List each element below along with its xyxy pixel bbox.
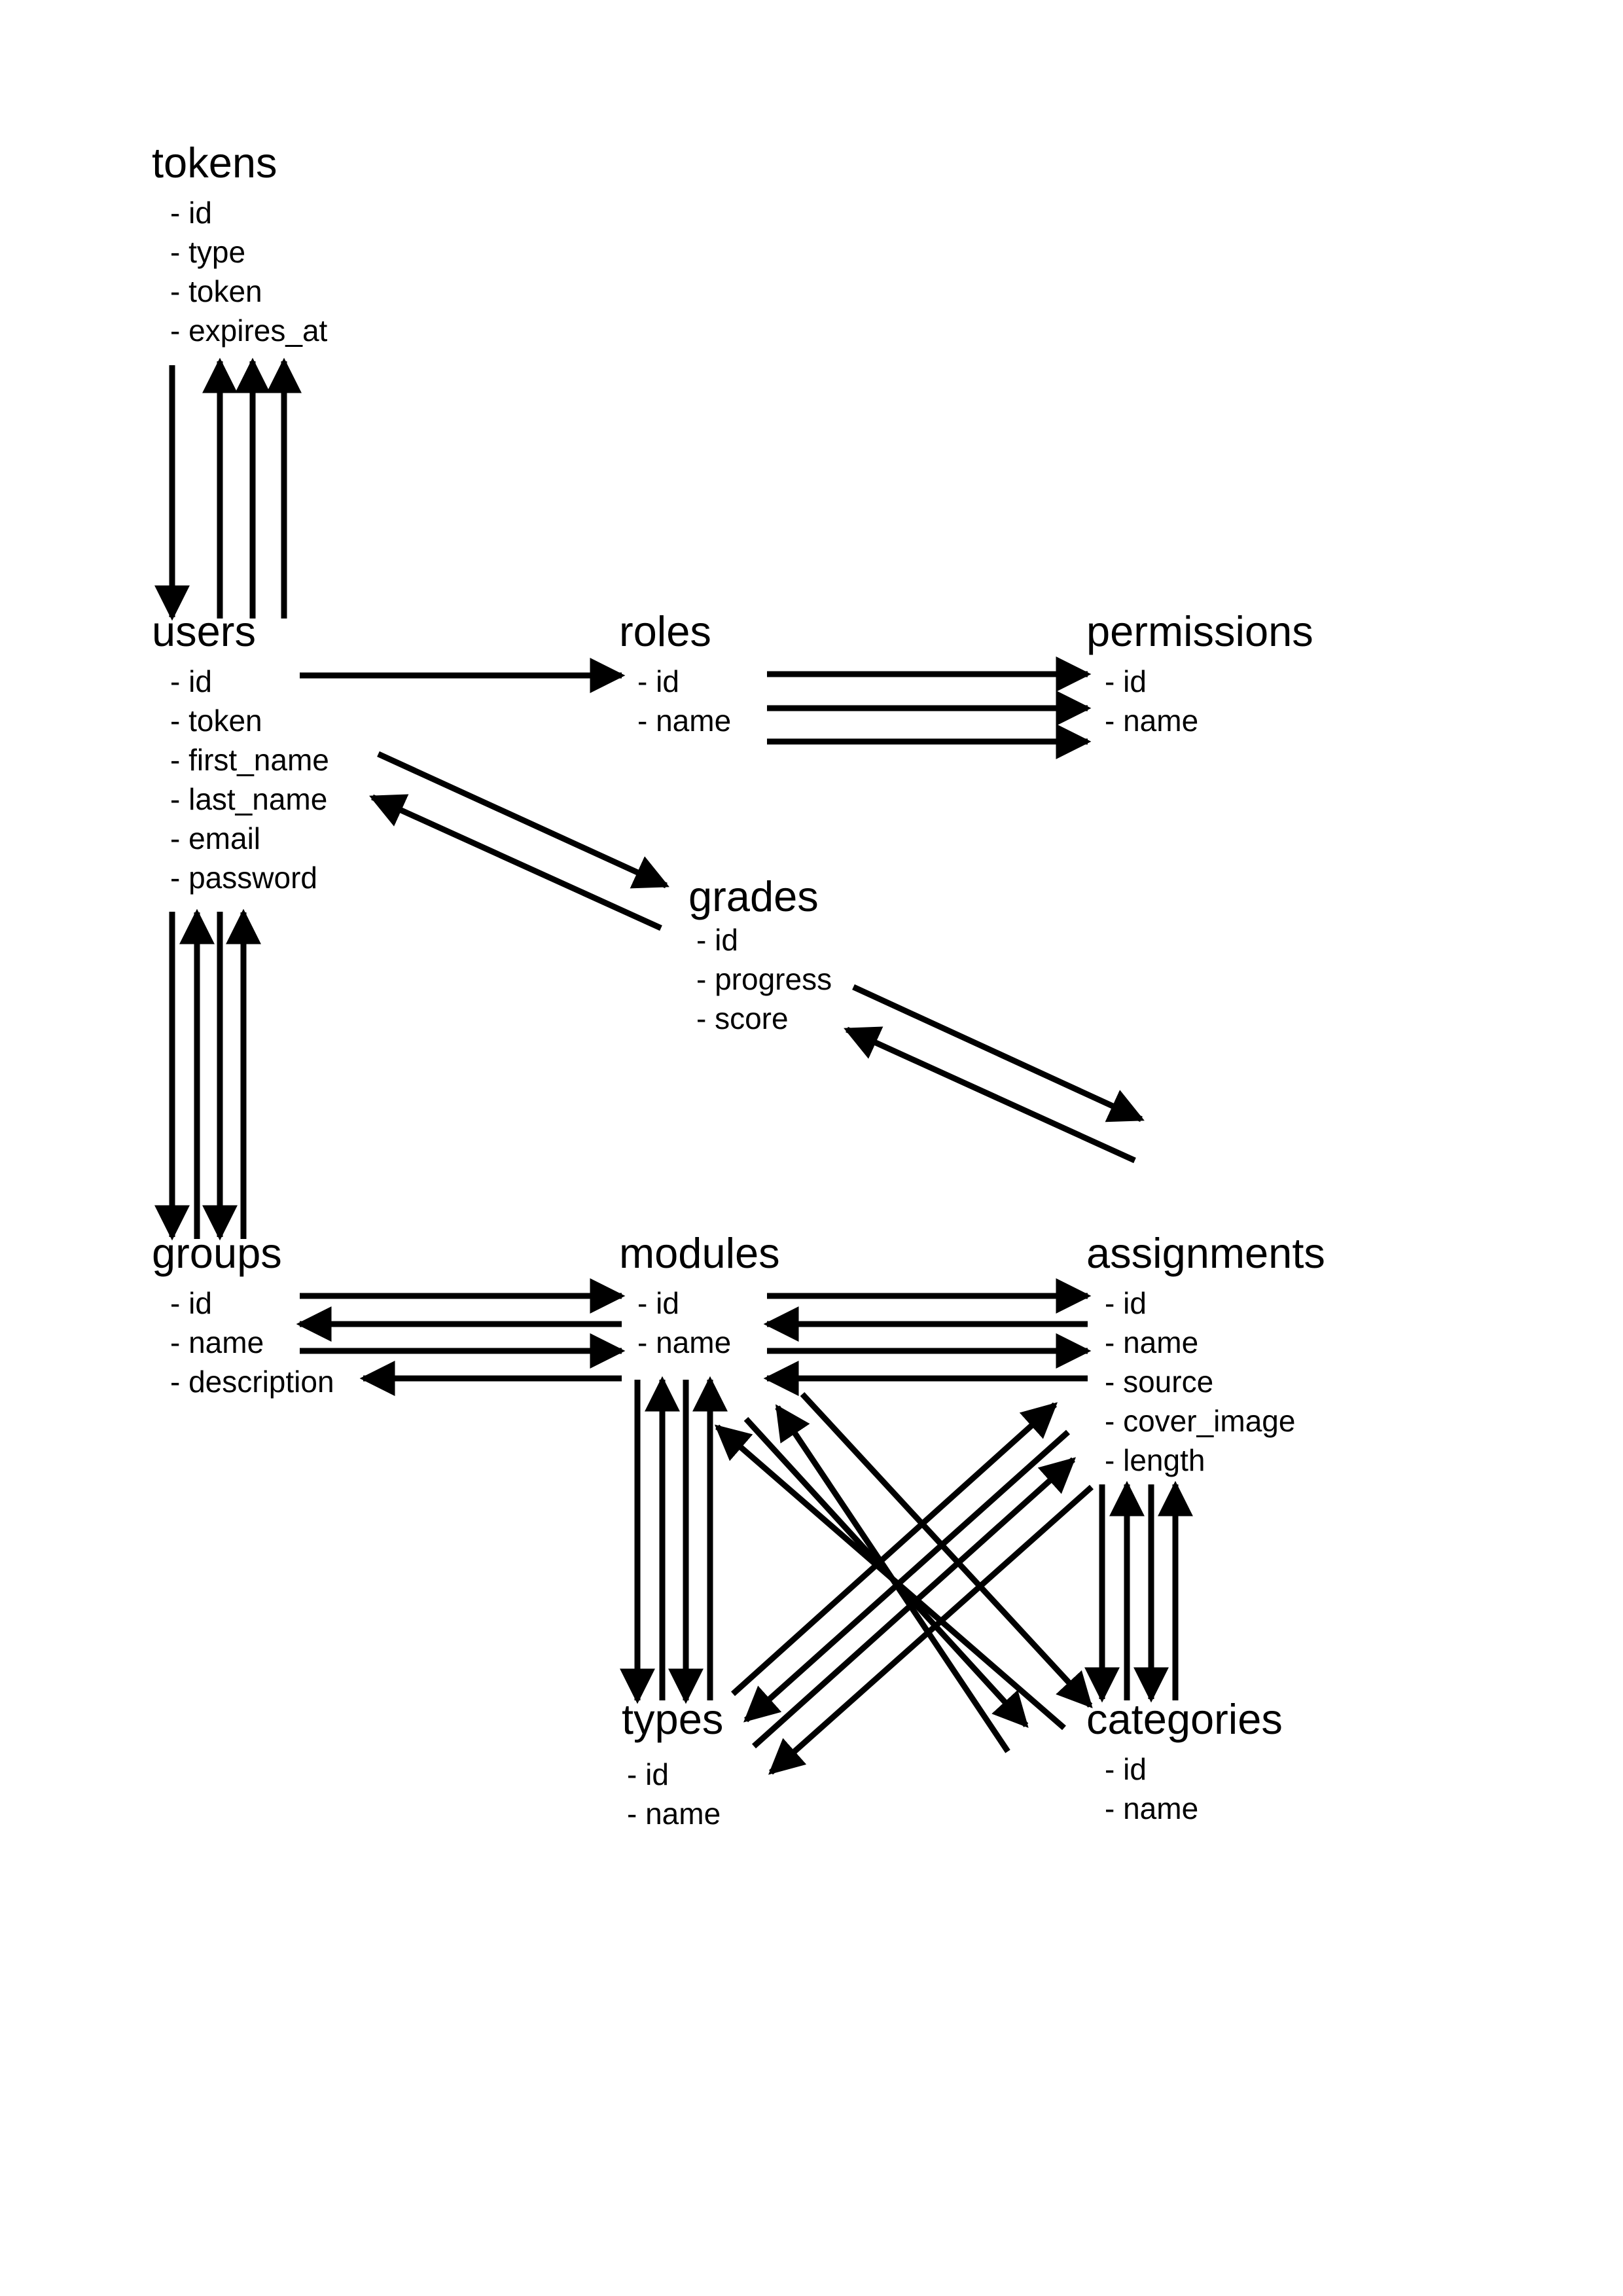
entity-grades: grades - id - progress - score: [688, 875, 832, 1038]
field-item: - cover_image: [1105, 1404, 1296, 1438]
arrow-assignments-types: [768, 1484, 1094, 1775]
field-item: - id: [170, 196, 212, 230]
field-list-types: - id - name: [627, 1755, 723, 1833]
arrow-grades-assignments: [852, 984, 1145, 1122]
field-item: - name: [637, 704, 732, 738]
arrow-types-assignments: [730, 1402, 1058, 1696]
field-item: - id: [637, 664, 679, 698]
field-list-users: - id - token - first_name - last_name - …: [170, 662, 329, 897]
entity-modules: modules - id - name: [619, 1232, 780, 1362]
field-item: - name: [627, 1797, 721, 1831]
field-item: - id: [170, 664, 212, 698]
field-item: - id: [696, 923, 738, 957]
field-list-modules: - id - name: [637, 1283, 780, 1362]
entity-title-permissions: permissions: [1086, 607, 1313, 655]
field-list-groups: - id - name - description: [170, 1283, 334, 1401]
entity-title-grades: grades: [688, 872, 819, 920]
field-item: - id: [1105, 1286, 1147, 1320]
field-item: - id: [627, 1757, 669, 1791]
field-item: - name: [1105, 704, 1199, 738]
field-item: - id: [1105, 664, 1147, 698]
field-item: - expires_at: [170, 314, 328, 348]
field-item: - id: [1105, 1752, 1147, 1786]
arrow-types-assignments: [751, 1457, 1077, 1749]
field-item: - id: [637, 1286, 679, 1320]
arrow-users-grades: [377, 751, 669, 889]
field-item: - password: [170, 861, 317, 895]
entity-title-roles: roles: [619, 607, 711, 655]
field-item: - last_name: [170, 782, 328, 816]
entity-types: types - id - name: [622, 1698, 723, 1833]
field-list-grades: - id - progress - score: [696, 920, 832, 1038]
entity-permissions: permissions - id - name: [1086, 610, 1313, 740]
field-list-tokens: - id - type - token - expires_at: [170, 193, 327, 350]
field-list-categories: - id - name: [1105, 1749, 1283, 1828]
arrow-assignments-types: [743, 1429, 1070, 1723]
field-list-assignments: - id - name - source - cover_image - len…: [1105, 1283, 1325, 1480]
field-item: - email: [170, 821, 261, 855]
field-item: - score: [696, 1001, 789, 1035]
entity-users: users - id - token - first_name - last_n…: [152, 610, 329, 897]
field-item: - description: [170, 1365, 334, 1399]
field-list-permissions: - id - name: [1105, 662, 1313, 740]
arrow-grades-users: [369, 794, 662, 931]
field-item: - first_name: [170, 743, 329, 777]
field-item: - type: [170, 235, 246, 269]
entity-categories: categories - id - name: [1086, 1698, 1283, 1828]
entity-assignments: assignments - id - name - source - cover…: [1086, 1232, 1325, 1480]
entity-roles: roles - id - name: [619, 610, 731, 740]
entity-title-tokens: tokens: [152, 139, 277, 187]
entity-title-assignments: assignments: [1086, 1229, 1325, 1277]
entity-title-modules: modules: [619, 1229, 780, 1277]
field-item: - source: [1105, 1365, 1214, 1399]
entity-title-categories: categories: [1086, 1695, 1283, 1743]
arrow-categories-modules: [714, 1424, 1066, 1731]
entity-title-types: types: [622, 1695, 724, 1743]
field-item: - id: [170, 1286, 212, 1320]
field-item: - name: [1105, 1325, 1199, 1359]
field-list-roles: - id - name: [637, 662, 731, 740]
arrow-modules-categories: [800, 1391, 1093, 1708]
entity-tokens: tokens - id - type - token - expires_at: [152, 141, 327, 350]
field-item: - progress: [696, 962, 832, 996]
field-item: - name: [637, 1325, 732, 1359]
field-item: - token: [170, 704, 262, 738]
field-item: - name: [170, 1325, 264, 1359]
entity-groups: groups - id - name - description: [152, 1232, 334, 1401]
field-item: - name: [1105, 1791, 1199, 1825]
arrow-assignments-grades: [844, 1026, 1136, 1164]
field-item: - token: [170, 274, 262, 308]
field-item: - length: [1105, 1443, 1205, 1477]
